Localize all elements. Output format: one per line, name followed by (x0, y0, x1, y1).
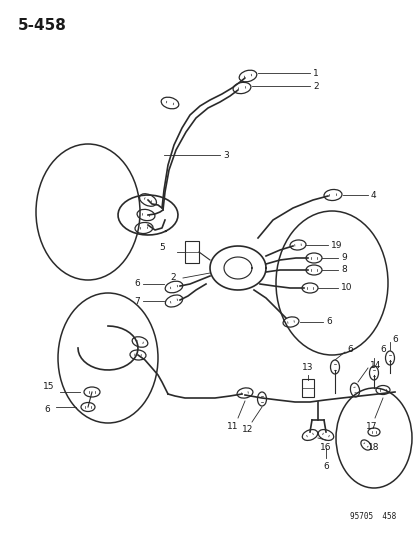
Text: 4: 4 (370, 190, 376, 199)
Text: 9: 9 (340, 254, 346, 262)
Text: 3: 3 (223, 150, 228, 159)
Text: 6: 6 (44, 406, 50, 415)
Text: 2: 2 (170, 273, 176, 282)
Text: 14: 14 (369, 361, 380, 370)
Text: 6: 6 (379, 345, 385, 354)
Text: 6: 6 (391, 335, 397, 344)
Text: 18: 18 (367, 443, 379, 453)
Text: 10: 10 (340, 284, 351, 293)
Bar (185, 241, 199, 263)
Text: 6: 6 (134, 279, 140, 288)
Text: 8: 8 (340, 265, 346, 274)
Text: 19: 19 (330, 240, 342, 249)
Text: 95705  458: 95705 458 (349, 512, 395, 521)
Text: 1: 1 (312, 69, 318, 77)
Text: 6: 6 (346, 345, 352, 354)
Text: 7: 7 (134, 296, 140, 305)
Text: 16: 16 (320, 443, 331, 452)
Text: 2: 2 (312, 82, 318, 91)
Bar (301, 379, 313, 397)
Text: 11: 11 (227, 422, 238, 431)
Text: 12: 12 (242, 425, 253, 434)
Text: 17: 17 (366, 422, 377, 431)
Text: 6: 6 (322, 462, 328, 471)
Text: 6: 6 (325, 318, 331, 327)
Text: 15: 15 (43, 383, 54, 392)
Text: 13: 13 (301, 363, 313, 372)
Text: 5: 5 (159, 244, 165, 253)
Text: 5-458: 5-458 (18, 18, 67, 33)
